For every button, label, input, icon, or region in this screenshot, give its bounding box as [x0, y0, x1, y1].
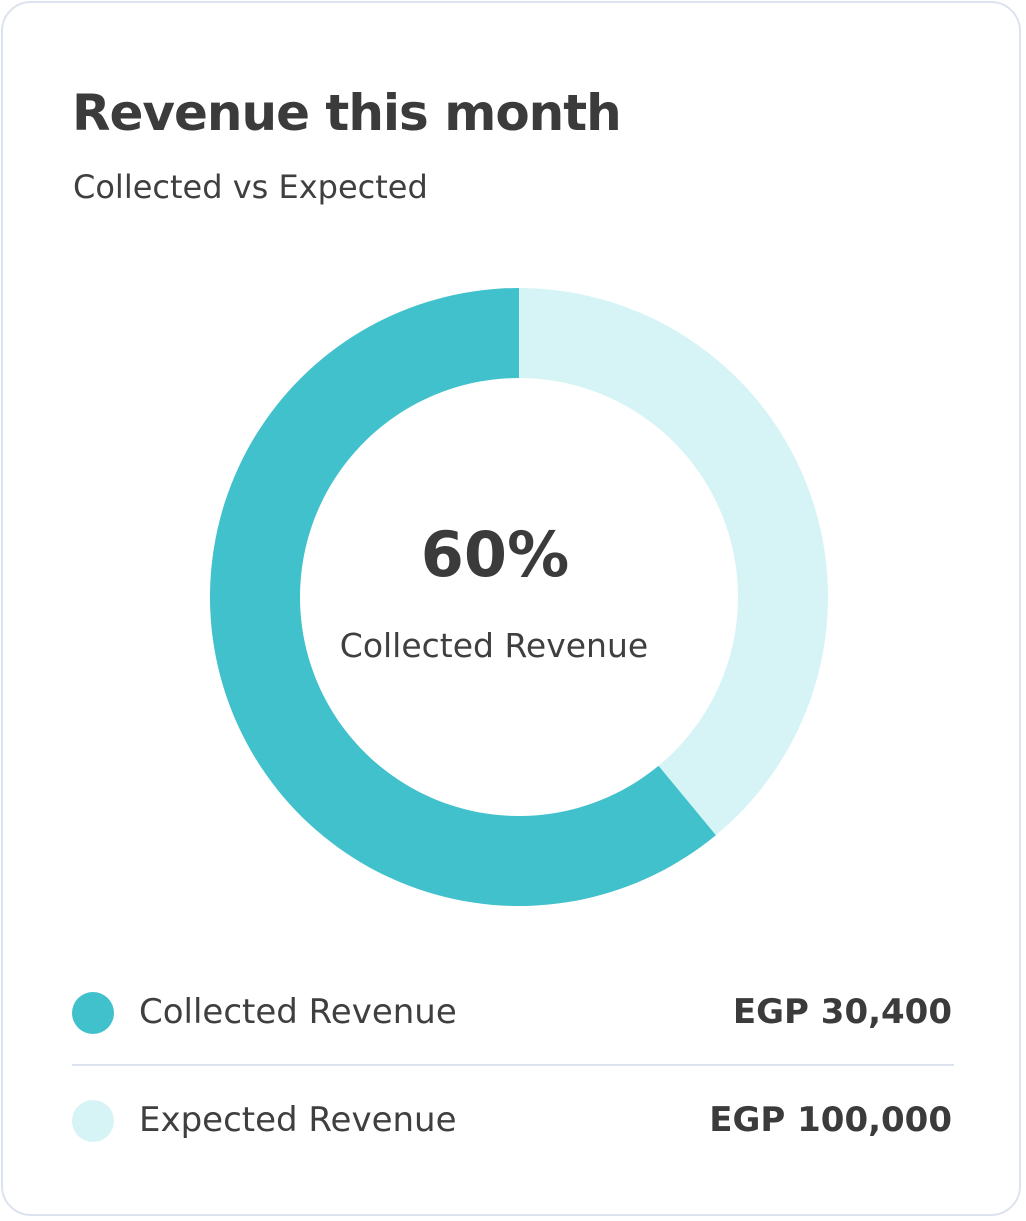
expected-color-dot	[72, 1100, 114, 1142]
donut-slice-expected-revenue	[519, 288, 829, 836]
donut-slice-collected-revenue	[209, 288, 716, 907]
center-percent-value: 60%	[420, 518, 570, 591]
center-label: Collected Revenue	[339, 626, 649, 665]
collected-color-dot	[72, 992, 114, 1034]
card-subtitle: Collected vs Expected	[73, 168, 428, 206]
legend-item-expected: Expected Revenue EGP 100,000	[72, 1090, 952, 1150]
donut-slices	[209, 288, 829, 907]
legend-value-expected: EGP 100,000	[709, 1100, 952, 1140]
legend-divider	[72, 1064, 954, 1066]
legend-label-collected: Collected Revenue	[139, 992, 457, 1032]
legend-item-collected: Collected Revenue EGP 30,400	[72, 982, 952, 1042]
card-title: Revenue this month	[72, 84, 622, 142]
legend-label-expected: Expected Revenue	[139, 1100, 457, 1140]
legend-value-collected: EGP 30,400	[732, 992, 952, 1032]
